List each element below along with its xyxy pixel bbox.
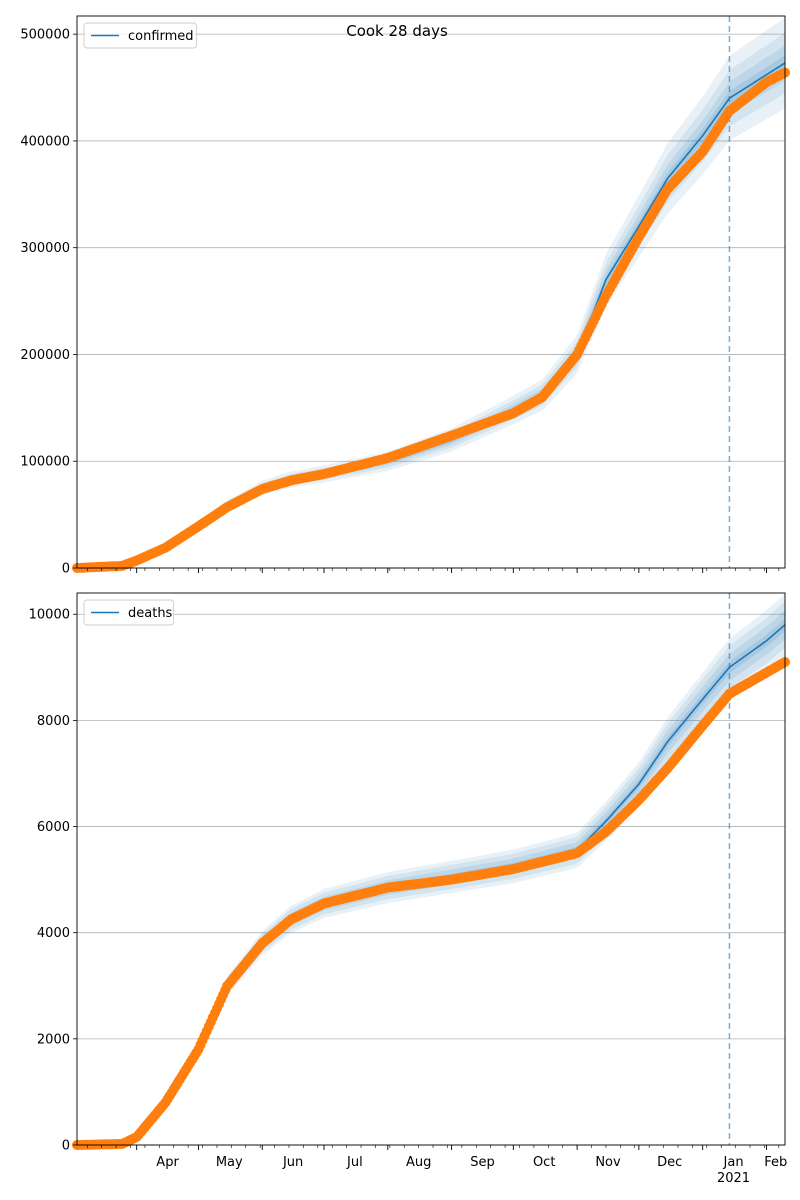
deaths-axes-border <box>76 592 786 1146</box>
deaths-y-tick-label: 6000 <box>37 820 70 835</box>
deaths-y-tick-label: 0 <box>62 1139 70 1154</box>
confirmed-legend-label: confirmed <box>128 29 194 44</box>
deaths-x-year-label: 2021 <box>717 1171 750 1186</box>
deaths-observed-points <box>72 657 790 1150</box>
deaths-x-tick-label: Oct <box>533 1155 555 1170</box>
deaths-legend-label: deaths <box>128 606 173 621</box>
deaths-x-tick-label: Jun <box>282 1155 303 1170</box>
deaths-legend: deaths <box>83 599 175 626</box>
deaths-y-tick-label: 10000 <box>29 608 70 623</box>
confirmed-y-tick-label: 400000 <box>20 134 70 149</box>
confirmed-x-axis <box>86 568 780 573</box>
deaths-x-tick-label: Sep <box>470 1155 495 1170</box>
deaths-band-1 <box>77 593 785 1145</box>
confirmed-y-tick-label: 500000 <box>20 28 70 43</box>
deaths-x-tick-label: Jul <box>346 1155 363 1170</box>
confirmed-y-tick-label: 200000 <box>20 348 70 363</box>
confirmed-panel: 0 100000 200000 300000 400000 500000 confirme… <box>20 15 790 577</box>
deaths-y-tick-label: 2000 <box>37 1032 70 1047</box>
confirmed-y-axis: 0 100000 200000 300000 400000 500000 <box>20 28 77 577</box>
deaths-y-axis: 0 2000 4000 6000 8000 10000 <box>29 608 77 1154</box>
confirmed-y-tick-label: 100000 <box>20 455 70 470</box>
deaths-band-2 <box>77 601 785 1145</box>
figure-title: Cook 28 days <box>346 22 448 40</box>
confirmed-axes-frame <box>76 15 786 569</box>
deaths-x-tick-label: Apr <box>156 1155 179 1170</box>
confirmed-y-tick-label: 300000 <box>20 241 70 256</box>
deaths-x-tick-label: Dec <box>657 1155 682 1170</box>
confirmed-y-tick-label: 0 <box>62 562 70 577</box>
deaths-x-tick-label: Nov <box>595 1155 621 1170</box>
deaths-x-tick-label: Aug <box>406 1155 431 1170</box>
deaths-y-tick-label: 8000 <box>37 714 70 729</box>
deaths-axes-frame <box>76 592 786 1146</box>
confirmed-legend-box <box>83 22 197 49</box>
deaths-legend-box <box>83 599 175 626</box>
deaths-x-tick-label: Feb <box>764 1155 787 1170</box>
deaths-y-tick-label: 4000 <box>37 926 70 941</box>
confirmed-legend: confirmed <box>83 22 197 49</box>
confirmed-observed-points <box>72 67 790 573</box>
deaths-x-tick-label: May <box>216 1155 243 1170</box>
deaths-x-tick-label: Jan <box>723 1155 744 1170</box>
deaths-panel: 0 2000 4000 6000 8000 10000 Apr May Jun Jul Aug Se… <box>29 592 790 1186</box>
confirmed-axes-border <box>76 15 786 569</box>
